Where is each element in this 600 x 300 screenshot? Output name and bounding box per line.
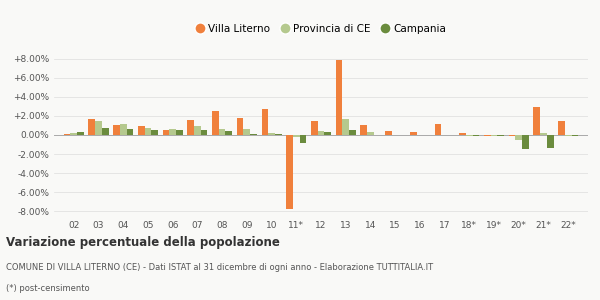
Text: (*) post-censimento: (*) post-censimento: [6, 284, 89, 293]
Bar: [299, 135, 306, 142]
Bar: [533, 107, 540, 135]
Bar: [187, 120, 194, 135]
Bar: [201, 130, 208, 135]
Bar: [88, 119, 95, 135]
Bar: [275, 134, 281, 135]
Bar: [151, 130, 158, 135]
Bar: [268, 133, 275, 135]
Bar: [361, 124, 367, 135]
Bar: [540, 133, 547, 135]
Bar: [120, 124, 127, 135]
Bar: [491, 135, 497, 136]
Bar: [95, 121, 102, 135]
Bar: [385, 131, 392, 135]
Bar: [497, 135, 504, 136]
Bar: [473, 135, 479, 136]
Bar: [317, 131, 325, 135]
Bar: [77, 132, 84, 135]
Bar: [558, 121, 565, 135]
Bar: [349, 130, 356, 135]
Bar: [70, 133, 77, 135]
Bar: [572, 135, 578, 136]
Text: Variazione percentuale della popolazione: Variazione percentuale della popolazione: [6, 236, 280, 249]
Bar: [460, 133, 466, 135]
Bar: [515, 135, 522, 140]
Bar: [262, 109, 268, 135]
Bar: [547, 135, 554, 148]
Bar: [163, 130, 169, 135]
Bar: [145, 128, 151, 135]
Bar: [138, 126, 145, 135]
Bar: [325, 132, 331, 135]
Bar: [127, 129, 133, 135]
Bar: [509, 135, 515, 136]
Bar: [113, 124, 120, 135]
Bar: [169, 129, 176, 135]
Bar: [250, 134, 257, 135]
Bar: [343, 119, 349, 135]
Bar: [311, 121, 317, 135]
Bar: [219, 129, 226, 135]
Bar: [244, 129, 250, 135]
Bar: [410, 132, 416, 135]
Bar: [484, 135, 491, 136]
Bar: [102, 128, 109, 135]
Legend: Villa Literno, Provincia di CE, Campania: Villa Literno, Provincia di CE, Campania: [196, 24, 446, 34]
Bar: [176, 130, 182, 135]
Bar: [237, 118, 244, 135]
Bar: [565, 135, 572, 136]
Bar: [466, 135, 473, 136]
Bar: [286, 135, 293, 209]
Bar: [226, 131, 232, 135]
Bar: [522, 135, 529, 149]
Bar: [367, 132, 374, 135]
Bar: [212, 111, 219, 135]
Bar: [64, 134, 70, 135]
Bar: [293, 135, 299, 137]
Bar: [336, 60, 343, 135]
Bar: [194, 126, 201, 135]
Text: COMUNE DI VILLA LITERNO (CE) - Dati ISTAT al 31 dicembre di ogni anno - Elaboraz: COMUNE DI VILLA LITERNO (CE) - Dati ISTA…: [6, 263, 433, 272]
Bar: [434, 124, 441, 135]
